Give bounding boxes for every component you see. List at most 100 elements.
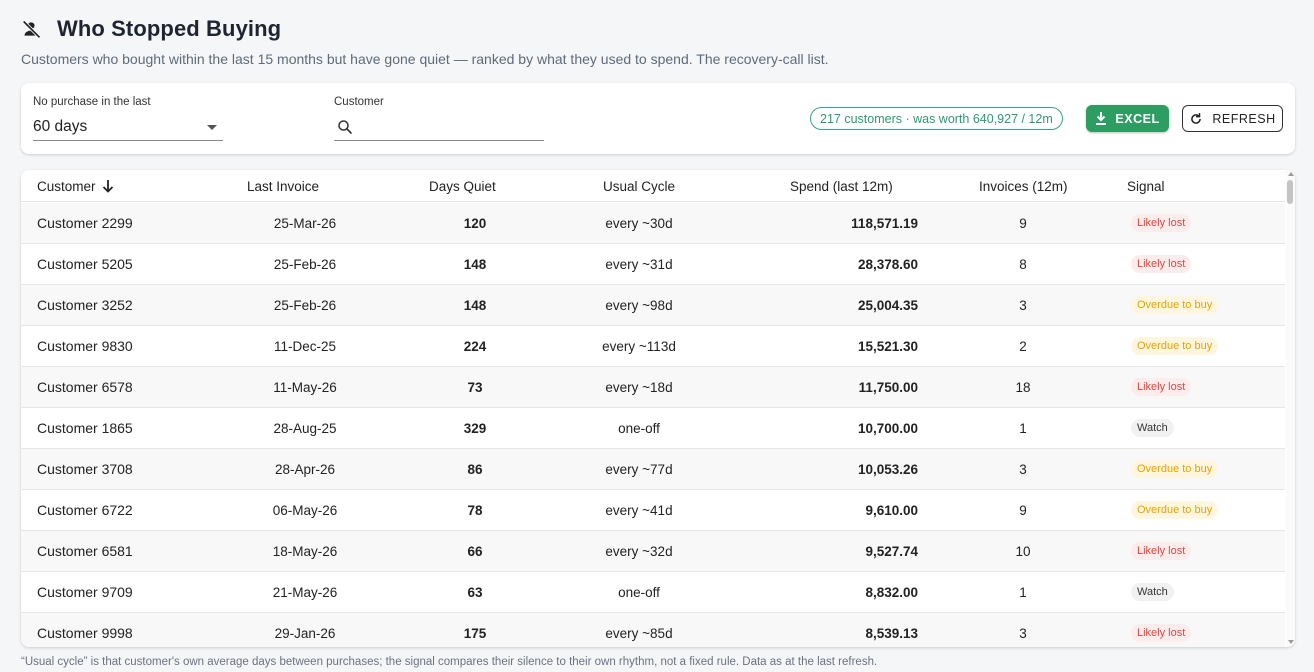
refresh-button[interactable]: REFRESH (1182, 105, 1283, 132)
page-title: Who Stopped Buying (57, 16, 282, 41)
cell-signal: Watch (1131, 408, 1174, 448)
customers-table: Customer Last Invoice Days Quiet Usual C… (21, 170, 1295, 647)
signal-badge: Overdue to buy (1131, 460, 1219, 478)
table-row[interactable]: Customer 5205 25-Feb-26 148 every ~31d 28,37… (21, 244, 1285, 285)
table-row[interactable]: Customer 9709 21-May-26 63 one-off 8,832.00 1… (21, 572, 1285, 613)
cell-last-invoice: 25-Mar-26 (273, 215, 337, 231)
footnote: “Usual cycle” is that customer's own ave… (21, 656, 878, 668)
cell-usual-cycle: one-off (618, 584, 660, 600)
table-row[interactable]: Customer 2299 25-Mar-26 120 every ~30d 118,5… (21, 203, 1285, 244)
title-row: Who Stopped Buying (21, 14, 1291, 44)
cell-spend: 10,053.26 (857, 461, 918, 477)
cell-invoices: 1 (1019, 584, 1027, 600)
cell-signal: Overdue to buy (1131, 449, 1219, 489)
cell-last-invoice: 18-May-26 (272, 543, 338, 559)
cell-last-invoice: 28-Apr-26 (274, 461, 336, 477)
refresh-icon (1189, 112, 1203, 126)
cell-usual-cycle: every ~113d (602, 338, 676, 354)
cell-invoices: 10 (1015, 543, 1031, 559)
cell-days-quiet: 86 (467, 461, 483, 477)
cell-spend: 9,610.00 (865, 502, 918, 518)
cell-invoices: 2 (1019, 338, 1027, 354)
cell-invoices: 3 (1019, 625, 1027, 641)
excel-label: EXCEL (1115, 111, 1160, 126)
signal-badge: Watch (1131, 419, 1174, 437)
cell-last-invoice: 11-May-26 (273, 379, 337, 395)
caret-down-icon (207, 125, 217, 130)
column-header-signal[interactable]: Signal (1127, 178, 1165, 194)
cell-signal: Overdue to buy (1131, 490, 1219, 530)
period-select[interactable]: 60 days (33, 114, 223, 141)
table-row[interactable]: Customer 6578 11-May-26 73 every ~18d 11,750… (21, 367, 1285, 408)
signal-badge: Overdue to buy (1131, 337, 1219, 355)
cell-days-quiet: 73 (467, 379, 483, 395)
column-header-invoices[interactable]: Invoices (12m) (979, 178, 1068, 194)
cell-usual-cycle: every ~41d (605, 502, 673, 518)
column-header-spend[interactable]: Spend (last 12m) (790, 178, 893, 194)
cell-spend: 25,004.35 (857, 297, 918, 313)
scroll-down-icon[interactable] (1288, 640, 1294, 644)
cell-invoices: 8 (1019, 256, 1027, 272)
cell-signal: Overdue to buy (1131, 285, 1219, 325)
signal-badge: Likely lost (1131, 624, 1192, 642)
table-row[interactable]: Customer 9830 11-Dec-25 224 every ~113d 15,5… (21, 326, 1285, 367)
signal-badge: Likely lost (1131, 255, 1192, 273)
signal-badge: Overdue to buy (1131, 296, 1219, 314)
cell-last-invoice: 25-Feb-26 (273, 297, 337, 313)
vertical-scrollbar[interactable] (1286, 170, 1295, 647)
cell-spend: 8,832.00 (865, 584, 918, 600)
page-header: Who Stopped Buying Customers who bought … (21, 14, 1291, 67)
table-row[interactable]: Customer 6581 18-May-26 66 every ~32d 9,527.… (21, 531, 1285, 572)
cell-days-quiet: 78 (467, 502, 483, 518)
table-row[interactable]: Customer 6722 06-May-26 78 every ~41d 9,610.… (21, 490, 1285, 531)
cell-signal: Likely lost (1131, 367, 1192, 407)
column-header-days-quiet[interactable]: Days Quiet (429, 178, 496, 194)
cell-days-quiet: 175 (463, 625, 487, 641)
cell-signal: Overdue to buy (1131, 326, 1219, 366)
signal-badge: Likely lost (1131, 542, 1192, 560)
cell-last-invoice: 21-May-26 (272, 584, 338, 600)
customer-filter: Customer (334, 96, 544, 141)
customer-search-field (334, 114, 544, 141)
cell-customer: Customer 1865 (37, 420, 133, 436)
customer-search-input[interactable] (360, 115, 544, 139)
cell-spend: 11,750.00 (858, 379, 918, 395)
person-off-icon (21, 18, 43, 40)
cell-signal: Likely lost (1131, 203, 1192, 243)
column-header-last-invoice[interactable]: Last Invoice (247, 178, 320, 194)
scroll-thumb[interactable] (1287, 180, 1293, 204)
cell-invoices: 9 (1019, 215, 1027, 231)
cell-last-invoice: 11-Dec-25 (273, 338, 337, 354)
column-header-customer[interactable]: Customer (37, 170, 114, 202)
cell-invoices: 3 (1019, 297, 1027, 313)
cell-days-quiet: 224 (463, 338, 487, 354)
cell-spend: 118,571.19 (851, 215, 918, 231)
cell-usual-cycle: every ~31d (605, 256, 673, 272)
cell-usual-cycle: every ~85d (605, 625, 673, 641)
refresh-label: REFRESH (1212, 111, 1276, 126)
column-header-usual-cycle[interactable]: Usual Cycle (603, 178, 676, 194)
signal-badge: Likely lost (1131, 378, 1192, 396)
cell-usual-cycle: every ~18d (605, 379, 673, 395)
table-row[interactable]: Customer 3708 28-Apr-26 86 every ~77d 10,053… (21, 449, 1285, 490)
download-icon (1095, 112, 1107, 125)
table-row[interactable]: Customer 9998 29-Jan-26 175 every ~85d 8,539… (21, 613, 1285, 647)
cell-days-quiet: 120 (463, 215, 487, 231)
cell-customer: Customer 9998 (37, 625, 133, 641)
cell-customer: Customer 9709 (37, 584, 133, 600)
table-row[interactable]: Customer 3252 25-Feb-26 148 every ~98d 25,00… (21, 285, 1285, 326)
excel-export-button[interactable]: EXCEL (1086, 105, 1169, 132)
cell-usual-cycle: every ~77d (605, 461, 673, 477)
cell-days-quiet: 148 (463, 256, 487, 272)
page-subtitle: Customers who bought within the last 15 … (21, 51, 829, 67)
cell-last-invoice: 28-Aug-25 (273, 420, 337, 436)
search-icon (336, 118, 354, 136)
table-header: Customer Last Invoice Days Quiet Usual C… (21, 170, 1285, 202)
cell-customer: Customer 6578 (37, 379, 133, 395)
table-row[interactable]: Customer 1865 28-Aug-25 329 one-off 10,700.0… (21, 408, 1285, 449)
scroll-up-icon[interactable] (1288, 172, 1294, 176)
cell-signal: Watch (1131, 572, 1174, 612)
cell-days-quiet: 329 (463, 420, 487, 436)
cell-days-quiet: 63 (467, 584, 483, 600)
cell-spend: 9,527.74 (865, 543, 918, 559)
